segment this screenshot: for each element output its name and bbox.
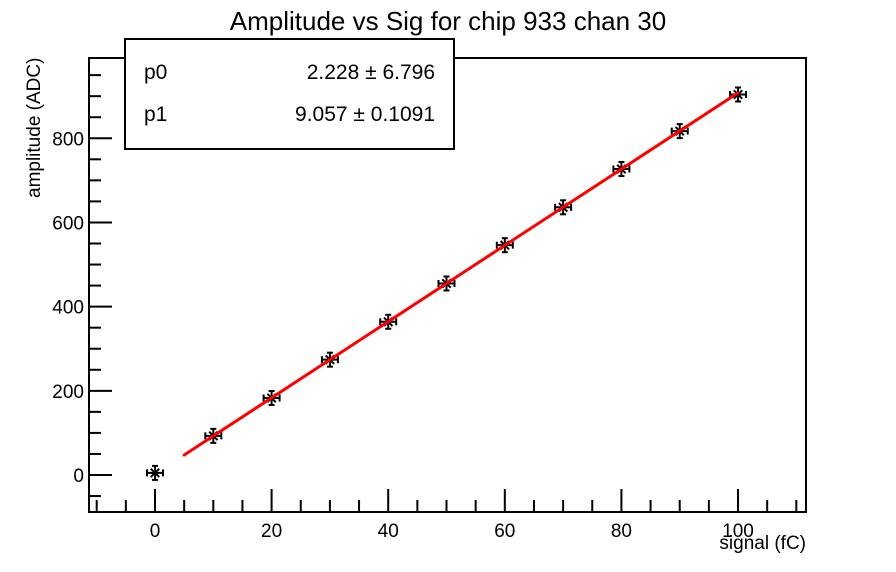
fit-line xyxy=(182,91,740,457)
axis-ticks xyxy=(89,74,798,512)
x-tick-label: 100 xyxy=(722,521,754,542)
y-tick-label: 600 xyxy=(52,213,84,234)
stats-row-p0: p0 2.228 ± 6.796 xyxy=(144,61,435,85)
marker-ray xyxy=(150,467,160,478)
stats-param-value: 2.228 ± 6.796 xyxy=(306,60,435,84)
y-tick-label: 200 xyxy=(52,382,84,403)
y-tick-label: 400 xyxy=(52,298,84,319)
x-tick-label: 60 xyxy=(494,521,515,542)
fit-line xyxy=(182,91,740,457)
tick-labels: 0 20 40 60 80 100 0 200 400 600 800 xyxy=(52,129,754,542)
stats-param-value: 9.057 ± 0.1091 xyxy=(295,103,435,127)
y-tick-label: 800 xyxy=(52,129,84,150)
x-tick-label: 80 xyxy=(611,521,632,542)
data-point xyxy=(145,464,164,481)
stats-param-name: p0 xyxy=(144,60,168,84)
x-tick-label: 40 xyxy=(378,521,399,542)
chart-title: Amplitude vs Sig for chip 933 chan 30 xyxy=(229,6,667,36)
y-tick-label: 0 xyxy=(73,466,84,487)
fit-stats-box: p0 2.228 ± 6.796 p1 9.057 ± 0.1091 xyxy=(124,38,455,150)
x-axis-title: signal (fC) xyxy=(719,533,806,554)
y-axis-title: amplitude (ADC) xyxy=(24,57,45,198)
stats-param-name: p1 xyxy=(144,103,168,127)
x-tick-label: 20 xyxy=(261,521,282,542)
stats-row-p1: p1 9.057 ± 0.1091 xyxy=(144,103,435,127)
x-tick-label: 0 xyxy=(150,521,161,542)
